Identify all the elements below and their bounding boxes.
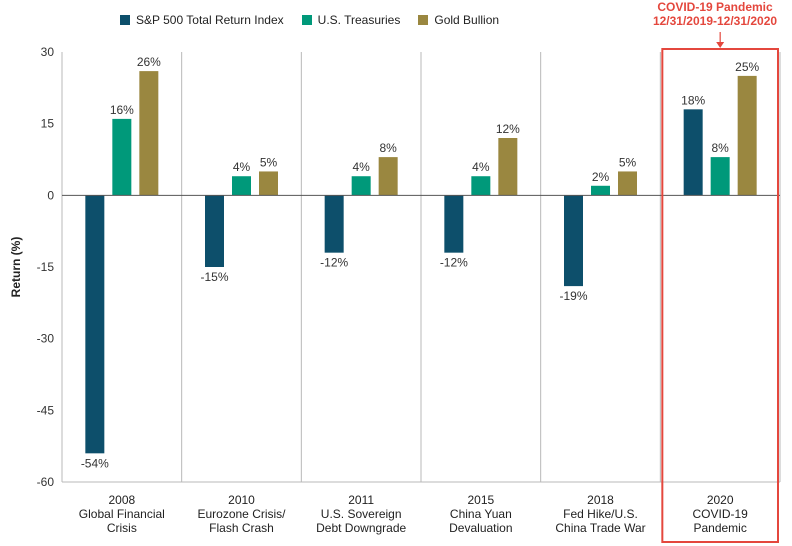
category-label: Eurozone Crisis/: [197, 507, 286, 521]
bar: [498, 138, 518, 196]
data-label: 2%: [592, 170, 610, 184]
category-label: Global Financial: [79, 507, 165, 521]
category-label: China Yuan: [450, 507, 512, 521]
legend-label-gold: Gold Bullion: [434, 13, 500, 27]
highlight-box: [661, 48, 779, 543]
data-label: 26%: [137, 55, 161, 69]
y-tick-label: 0: [47, 188, 54, 202]
category-label: 2008: [108, 493, 135, 507]
bar: [618, 171, 637, 196]
data-label: 16%: [110, 103, 134, 117]
bar: [139, 71, 159, 196]
bar: [205, 195, 224, 267]
category-label: China Trade War: [555, 521, 645, 535]
y-tick-label: 15: [41, 117, 55, 131]
bar: [351, 176, 371, 196]
callout-arrow-head: [716, 42, 725, 48]
legend-swatch-treasuries: [301, 15, 312, 25]
bar: [112, 118, 132, 196]
bar: [232, 176, 251, 196]
bar: [378, 157, 398, 196]
data-label: -19%: [559, 289, 587, 303]
bar: [737, 75, 757, 196]
y-axis-title: Return (%): [9, 237, 23, 298]
y-tick-label: -45: [37, 403, 55, 417]
bar: [683, 109, 703, 196]
legend-item-treasuries: U.S. Treasuries: [301, 13, 401, 27]
y-tick-label: -60: [37, 475, 55, 489]
data-label: 8%: [711, 141, 729, 155]
category-label: 2011: [348, 493, 374, 507]
y-tick-label: -30: [37, 332, 55, 346]
category-label: Flash Crash: [209, 521, 274, 535]
data-label: 5%: [260, 155, 278, 169]
category-label: Devaluation: [449, 521, 512, 535]
category-label: Pandemic: [693, 521, 746, 535]
data-label: 4%: [472, 160, 490, 174]
data-label: 4%: [352, 160, 370, 174]
data-label: -15%: [200, 270, 228, 284]
data-label: 4%: [233, 160, 251, 174]
bar: [471, 176, 491, 196]
bar: [591, 185, 610, 196]
category-label: 2018: [587, 493, 614, 507]
covid-callout-title: COVID-19 Pandemic: [657, 0, 773, 14]
data-label: 8%: [379, 141, 397, 155]
bar: [85, 195, 105, 454]
data-label: 5%: [619, 155, 637, 169]
legend-item-gold: Gold Bullion: [418, 13, 499, 27]
category-label: 2020: [707, 493, 734, 507]
category-label: 2010: [228, 493, 255, 507]
category-label: Crisis: [107, 521, 137, 535]
data-label: -12%: [320, 256, 348, 270]
bar: [324, 195, 344, 253]
legend-swatch-sp500: [120, 15, 130, 25]
y-tick-label: 30: [41, 45, 55, 59]
chart-legend: S&P 500 Total Return Index U.S. Treasuri…: [120, 13, 499, 27]
category-label: Debt Downgrade: [316, 521, 406, 535]
data-label: 18%: [681, 93, 705, 107]
category-label: Fed Hike/U.S.: [563, 507, 638, 521]
category-label: COVID-19: [692, 507, 748, 521]
bar: [710, 157, 730, 196]
covid-callout: COVID-19 Pandemic 12/31/2019-12/31/2020: [640, 0, 790, 28]
data-label: -12%: [440, 256, 468, 270]
y-tick-label: -15: [37, 260, 55, 274]
legend-item-sp500: S&P 500 Total Return Index: [120, 13, 284, 27]
data-label: 25%: [735, 60, 759, 74]
bar: [564, 195, 583, 287]
legend-label-sp500: S&P 500 Total Return Index: [136, 13, 284, 27]
category-label: 2015: [467, 493, 494, 507]
data-label: -54%: [81, 456, 109, 470]
bar: [444, 195, 464, 253]
data-label: 12%: [496, 122, 520, 136]
legend-label-treasuries: U.S. Treasuries: [317, 13, 401, 27]
covid-callout-dates: 12/31/2019-12/31/2020: [652, 14, 778, 28]
bar: [259, 171, 278, 196]
category-label: U.S. Sovereign: [321, 507, 402, 521]
legend-swatch-gold: [418, 15, 429, 25]
